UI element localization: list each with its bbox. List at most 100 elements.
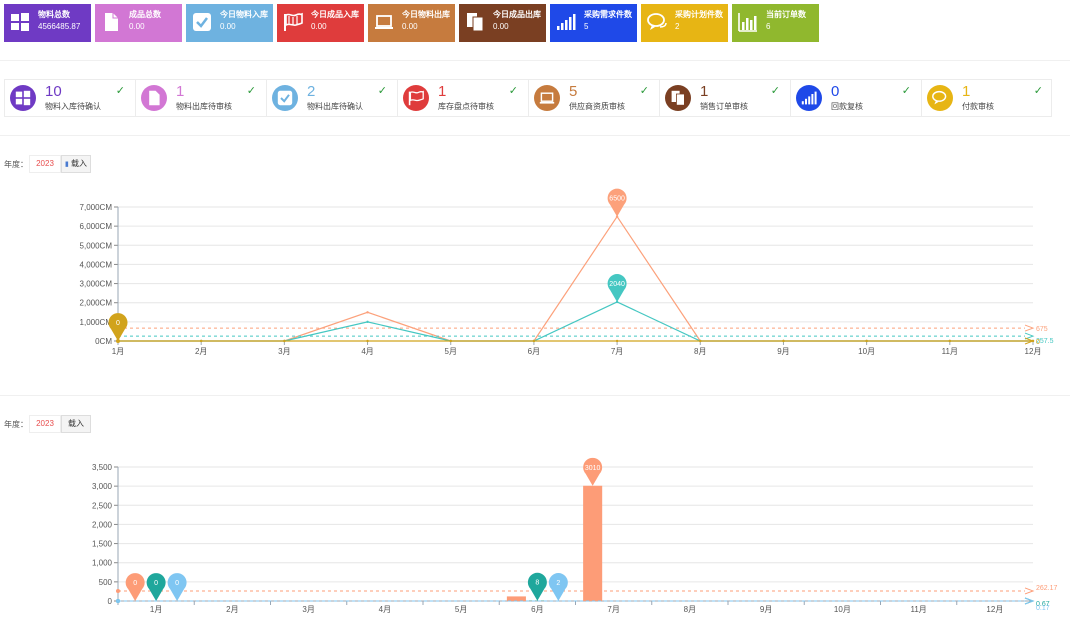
task-material-out-confirm[interactable]: 2 物料出库待确认 ✓ [267,80,398,116]
data-point [782,339,785,343]
bar-chart: 0 500 1,000 1,500 2,000 2,500 3,000 3,500 1月 2月 3月… [92,457,1058,614]
tile-title: 今日物料入库 [220,10,268,19]
x-tick-label: 7月 [611,347,623,356]
x-tick-label: 1月 [112,347,124,356]
tile-current-orders[interactable]: 当前订单数 6 [732,4,819,42]
average-label: 0.17 [1036,605,1050,612]
average-arrow [1024,324,1035,332]
x-tick-label: 12月 [1025,347,1042,356]
check-icon: ✓ [246,85,256,97]
load-button[interactable]: 载入 [61,415,91,433]
bar-pin: 8 [527,572,547,601]
x-tick-label: 5月 [455,605,467,614]
data-point [865,339,868,343]
tile-purchase-plan[interactable]: 采购计划件数 2 [641,4,728,42]
max-pin-shape [607,274,627,302]
task-count: 1 [176,83,185,100]
bar-pin-label: 3010 [585,465,601,472]
x-tick-label: 4月 [379,605,391,614]
copy-icon [665,85,691,111]
x-tick-label: 4月 [361,347,373,356]
x-tick-label: 9月 [760,605,772,614]
data-point [948,339,952,343]
max-pin: 6500 [607,188,627,217]
tile-value: 4566485.87 [38,22,81,31]
task-label: 回款复核 [831,102,863,111]
flag-icon [403,85,429,111]
average-label: 262.17 [1036,585,1058,592]
task-supplier-review[interactable]: 5 供应商资质审核 ✓ [529,80,660,116]
tile-title: 当前订单数 [766,10,806,19]
task-payment-received-review[interactable]: 0 回款复核 ✓ [791,80,922,116]
task-count: 2 [307,83,316,100]
y-tick-label: 5,000CM [80,241,113,250]
divider [0,395,1070,396]
signal-icon [796,85,822,111]
file-icon [141,85,167,111]
y-tick-label: 0 [108,597,113,606]
tile-product-total[interactable]: 成品总数 0.00 [95,4,182,42]
task-label: 付款审核 [962,102,994,111]
pending-tasks: 10 物料入库待确认 ✓ 1 物料出库待审核 ✓ 2 物料出库待确认 ✓ 1 库… [4,79,1052,117]
bar-pin-label: 0 [175,580,179,587]
x-tick-label: 3月 [278,347,290,356]
y-tick-label: 1,000 [92,559,113,568]
average-start-dot [116,598,120,603]
y-tick-label: 3,000 [92,482,113,491]
tile-today-product-in[interactable]: 今日成品入库 0.00 [277,4,364,42]
tile-material-total[interactable]: 物料总数 4566485.87 [4,4,91,42]
check-icon: ✓ [508,85,518,97]
tile-value: 5 [584,22,589,31]
year-input[interactable]: 2023 [29,155,61,173]
y-tick-label: 2,000 [92,520,113,529]
y-tick-label: 1,500 [92,540,113,549]
y-tick-label: 1,000CM [80,318,113,327]
tile-today-product-out[interactable]: 今日成品出库 0.00 [459,4,546,42]
x-tick-label: 5月 [445,347,457,356]
tile-today-material-in[interactable]: 今日物料入库 0.00 [186,4,273,42]
bar-pin-shape [167,573,187,601]
task-label: 库存盘点待审核 [438,102,494,111]
task-payment-review[interactable]: 1 付款审核 ✓ [922,80,1053,116]
x-tick-label: 8月 [684,605,696,614]
tile-value: 0.00 [402,22,418,31]
task-material-out-review[interactable]: 1 物料出库待审核 ✓ [136,80,267,116]
flag-icon [284,12,303,31]
task-material-in-confirm[interactable]: 10 物料入库待确认 ✓ [5,80,136,116]
windows-icon [10,85,36,111]
load-label: 载入 [71,159,88,168]
tile-value: 0.00 [220,22,236,31]
tile-purchase-demand[interactable]: 采购需求件数 5 [550,4,637,42]
tile-title: 采购需求件数 [584,10,632,19]
y-tick-label: 3,000CM [80,280,113,289]
x-tick-label: 6月 [528,347,540,356]
x-tick-label: 12月 [986,605,1003,614]
x-tick-label: 2月 [195,347,207,356]
average-arrow [1024,587,1035,595]
task-stocktake-review[interactable]: 1 库存盘点待审核 ✓ [398,80,529,116]
average-start-dot [116,588,120,593]
x-tick-label: 9月 [777,347,789,356]
data-point [699,339,702,343]
bar-pin-label: 0 [154,580,158,587]
task-label: 物料出库待审核 [176,102,232,111]
task-sales-order-review[interactable]: 1 销售订单审核 ✓ [660,80,791,116]
tile-title: 今日成品出库 [493,10,541,19]
bar-pin-label: 0 [133,580,137,587]
task-count: 1 [700,83,709,100]
average-label: 257.5 [1036,338,1054,345]
task-label: 物料出库待确认 [307,102,363,111]
y-tick-label: 0CM [95,337,112,346]
x-tick-label: 2月 [226,605,238,614]
bar-pin: 3010 [583,457,603,486]
data-point [1031,339,1035,343]
x-tick-label: 7月 [607,605,619,614]
year-label: 年度： [4,160,28,169]
chat-icon [647,13,667,30]
load-button[interactable]: ▮ 载入 [61,155,91,173]
data-point [366,311,369,314]
copy-icon [467,13,484,32]
year-input[interactable]: 2023 [29,415,61,433]
bar-pin: 0 [125,573,145,601]
tile-today-material-out[interactable]: 今日物料出库 0.00 [368,4,455,42]
